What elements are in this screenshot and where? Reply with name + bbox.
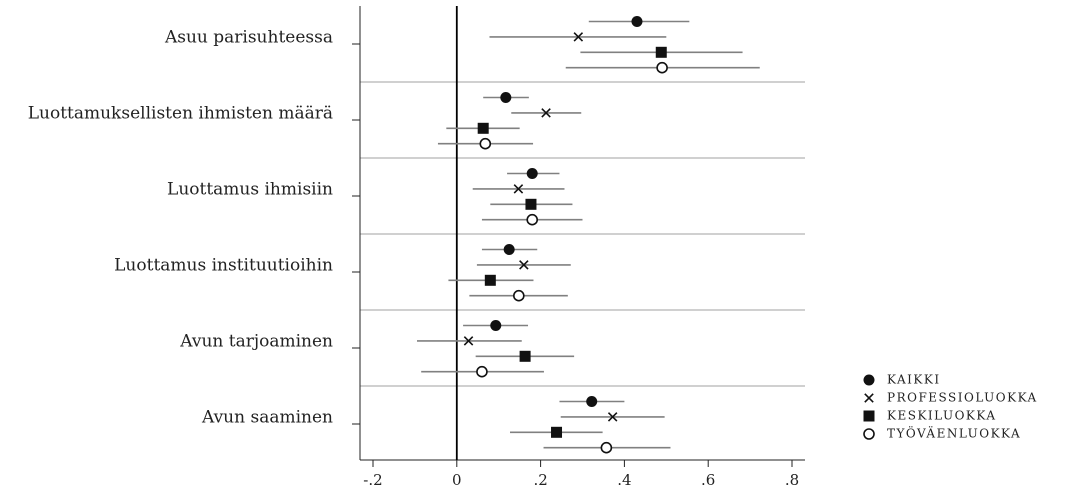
point-tyovaenluokka [600, 441, 613, 454]
legend-marker-professioluokka [864, 393, 874, 403]
cross-stroke [573, 32, 584, 42]
legend-marker-kaikki [863, 374, 875, 386]
x-tick-label: 0 [452, 471, 462, 489]
point-kaikki [526, 168, 538, 179]
category-label-luottamuksellisten-ihmisten-maara: Luottamuksellisten ihmisten määrä [28, 104, 333, 124]
point-tyovaenluokka [479, 137, 492, 150]
category-label-avun-saaminen: Avun saaminen [201, 408, 333, 428]
legend-marker-tyovaenluokka [863, 428, 875, 440]
point-kaikki [631, 16, 643, 27]
cross-stroke [519, 260, 529, 270]
point-tyovaenluokka [526, 213, 539, 226]
legend-label-tyovaenluokka: TYÖVÄENLUOKKA [887, 425, 1021, 441]
cross-stroke [607, 412, 618, 422]
category-label-luottamus-instituutioihin: Luottamus instituutioihin [114, 256, 333, 276]
point-professioluokka [463, 336, 474, 346]
category-label-asuu-parisuhteessa: Asuu parisuhteessa [164, 28, 333, 48]
point-keskiluokka [484, 274, 496, 286]
legend-label-keskiluokka: KESKILUOKKA [887, 409, 997, 423]
point-tyovaenluokka [513, 289, 525, 302]
x-tick-label: .4 [617, 471, 631, 489]
legend-label-kaikki: KAIKKI [887, 373, 941, 387]
point-kaikki [586, 396, 598, 407]
legend-label-professioluokka: PROFESSIOLUOKKA [887, 391, 1038, 405]
point-professioluokka [573, 32, 584, 42]
legend-marker-keskiluokka [863, 410, 875, 422]
x-tick-label: .2 [533, 471, 547, 489]
point-kaikki [503, 244, 515, 255]
point-professioluokka [513, 184, 524, 194]
point-tyovaenluokka [656, 61, 668, 74]
cross-stroke [541, 108, 551, 118]
point-professioluokka [541, 108, 551, 118]
confidence-intervals [416, 20, 760, 449]
cross-stroke [463, 336, 474, 346]
point-keskiluokka [525, 198, 537, 210]
group-separators [360, 81, 805, 387]
point-professioluokka [607, 412, 618, 422]
category-label-avun-tarjoaminen: Avun tarjoaminen [179, 332, 333, 352]
point-estimates [463, 16, 668, 454]
category-labels: Asuu parisuhteessa Luottamuksellisten ihm… [28, 28, 333, 428]
point-keskiluokka [551, 426, 563, 438]
axes: -.2 0 .2 .4 .6 .8 [352, 6, 805, 489]
point-kaikki [500, 92, 512, 103]
cross-stroke [513, 184, 524, 194]
point-tyovaenluokka [476, 365, 488, 378]
x-tick-label: -.2 [363, 471, 382, 489]
point-keskiluokka [519, 350, 531, 362]
x-tick-label: .8 [785, 471, 799, 489]
cross-stroke [864, 393, 874, 403]
legend: KAIKKI PROFESSIOLUOKKA KESKILUOKKA TYÖVÄENL… [863, 373, 1038, 441]
point-professioluokka [519, 260, 529, 270]
point-keskiluokka [655, 46, 667, 58]
x-tick-label: .6 [701, 471, 715, 489]
category-label-luottamus-ihmisiin: Luottamus ihmisiin [167, 180, 333, 200]
point-kaikki [490, 320, 502, 331]
point-keskiluokka [477, 122, 489, 134]
